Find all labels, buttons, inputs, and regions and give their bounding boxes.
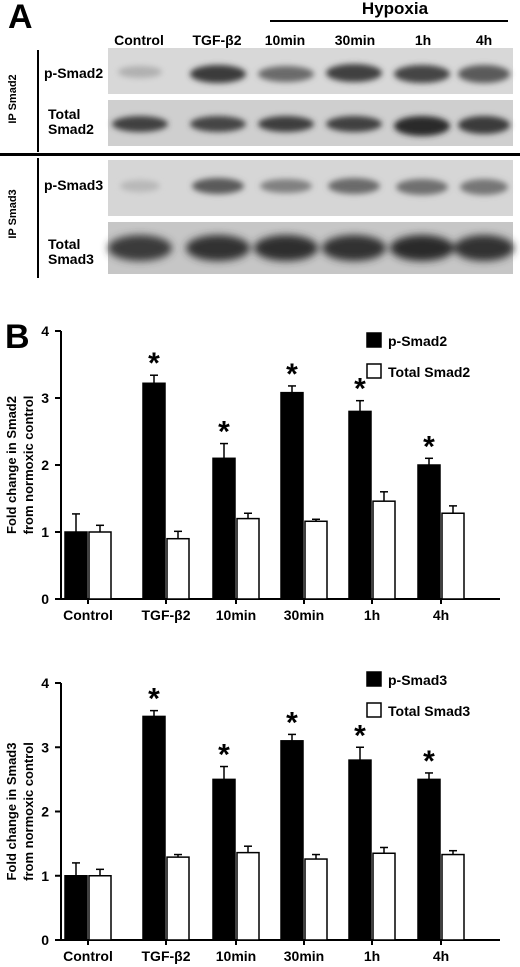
chart-smad2: 0 1 2 3 4 Fold change in Smad2 from normoxic c… [4, 323, 500, 623]
x-tick-label: 4h [433, 948, 449, 964]
significance-star: * [286, 706, 298, 739]
y-tick-label: 4 [41, 675, 49, 691]
y-tick-label: 3 [41, 390, 49, 406]
legend-label: p-Smad3 [388, 672, 447, 688]
significance-star: * [354, 719, 366, 752]
bar-phospho [142, 382, 166, 600]
bar-total [441, 853, 465, 941]
ip-smad2-divider [37, 50, 39, 152]
y-tick-label: 0 [41, 591, 49, 607]
bar-total [304, 520, 328, 600]
hypoxia-bracket-line [270, 20, 508, 22]
lane-label-10min: 10min [264, 32, 306, 48]
legend-swatch [366, 332, 382, 348]
y-tick-label: 3 [41, 739, 49, 755]
legend-swatch [366, 702, 382, 718]
bar-total [372, 852, 396, 941]
x-tick-label: 1h [364, 607, 380, 623]
band [258, 66, 314, 82]
lane-label-30min: 30min [334, 32, 376, 48]
significance-star: * [218, 416, 230, 449]
y-tick-label: 1 [41, 524, 49, 540]
band [394, 65, 450, 83]
x-tick-label: 30min [284, 948, 324, 964]
y-tick-label: 2 [41, 457, 49, 473]
x-tick-label: 4h [433, 607, 449, 623]
x-tick-label: 10min [216, 948, 256, 964]
bar-phospho [417, 464, 441, 600]
y-axis-title-line1: Fold change in Smad3 [4, 743, 19, 881]
x-tick-label: TGF-β2 [142, 948, 191, 964]
bar-phospho [348, 759, 372, 941]
bar-phospho [417, 778, 441, 941]
blot-row-label-psmad2: p-Smad2 [44, 65, 104, 81]
significance-star: * [286, 358, 298, 391]
band [326, 64, 382, 82]
legend-swatch [366, 671, 382, 687]
band [458, 65, 510, 83]
y-axis-title-line1: Fold change in Smad2 [4, 396, 19, 534]
hypoxia-label: Hypoxia [361, 0, 429, 18]
significance-star: * [354, 373, 366, 406]
significance-star: * [148, 347, 160, 380]
bar-total [304, 858, 328, 941]
x-tick-label: Control [63, 607, 113, 623]
x-tick-label: TGF-β2 [142, 607, 191, 623]
bar-total [166, 537, 190, 600]
blot-row-label-total-smad3: Total Smad3 [48, 236, 94, 267]
significance-star: * [423, 745, 435, 778]
y-tick-label: 2 [41, 804, 49, 820]
panel-a-letter: A [8, 0, 33, 36]
bar-phospho [212, 778, 236, 941]
significance-star: * [218, 739, 230, 772]
bar-total [372, 500, 396, 600]
x-tick-label: 30min [284, 607, 324, 623]
bar-total [166, 856, 190, 941]
y-tick-label: 0 [41, 932, 49, 948]
y-tick-label: 4 [41, 323, 49, 339]
bar-phospho [212, 457, 236, 600]
y-axis-title-line2: from normoxic control [21, 396, 36, 535]
bar-total [441, 512, 465, 600]
x-tick-label: 10min [216, 607, 256, 623]
y-axis-title-line2: from normoxic control [21, 742, 36, 881]
bar-phospho [64, 875, 88, 941]
bar-total [88, 875, 112, 941]
ip-smad3-divider [37, 158, 39, 278]
bar-total [88, 531, 112, 600]
bar-phospho [64, 531, 88, 600]
bar-total [236, 851, 260, 941]
group-separator [0, 153, 520, 156]
chart-smad3: 0 1 2 3 4 Fold change in Smad3 from normoxic c… [4, 671, 500, 964]
blot-row-label-psmad3: p-Smad3 [44, 177, 104, 193]
significance-star: * [423, 430, 435, 463]
blot-images [108, 48, 514, 274]
bar-phospho [142, 715, 166, 941]
bar-phospho [280, 740, 304, 941]
y-tick-label: 1 [41, 868, 49, 884]
panel-b-letter: B [5, 318, 30, 356]
lane-label-control: Control [114, 32, 164, 48]
lane-label-1h: 1h [414, 32, 432, 48]
bar-phospho [280, 391, 304, 600]
legend-label: Total Smad3 [388, 703, 470, 719]
lane-label-tgf: TGF-β2 [192, 32, 242, 48]
bar-total [236, 517, 260, 600]
legend-swatch [366, 363, 382, 379]
band [190, 65, 246, 83]
legend-label: Total Smad2 [388, 364, 470, 380]
band [118, 66, 162, 78]
lane-label-4h: 4h [475, 32, 493, 48]
legend-label: p-Smad2 [388, 333, 447, 349]
bar-phospho [348, 410, 372, 600]
blot-row-label-total-smad2: Total Smad2 [48, 106, 94, 137]
x-tick-label: Control [63, 948, 113, 964]
x-tick-label: 1h [364, 948, 380, 964]
significance-star: * [148, 683, 160, 716]
